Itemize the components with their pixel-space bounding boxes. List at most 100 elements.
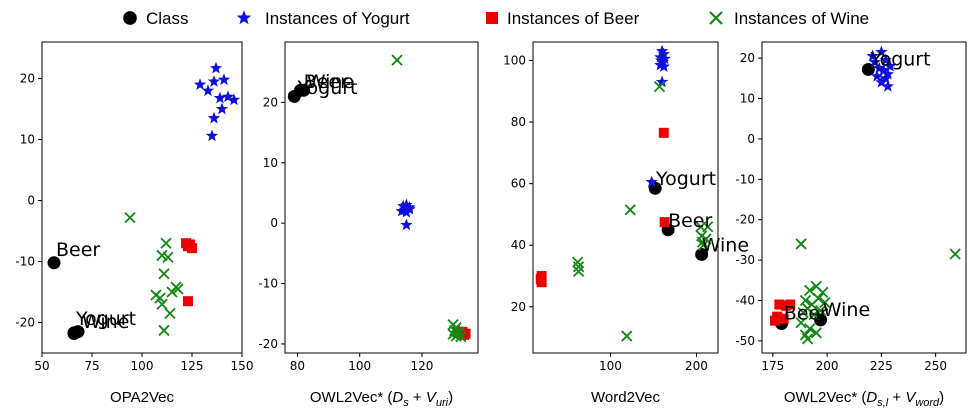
data-point-x bbox=[653, 81, 666, 93]
data-point-circle bbox=[47, 256, 61, 270]
x-axis-label-part: s,l bbox=[877, 397, 889, 409]
axes-frame bbox=[284, 41, 479, 354]
data-point-x bbox=[447, 328, 459, 340]
y-tick-label: 20 bbox=[740, 51, 755, 65]
data-point-star bbox=[657, 47, 670, 60]
y-tick-label: 0 bbox=[27, 194, 35, 208]
chart-panel-4: 175 200 225 250 -50 -40 -30 -20 -10 0 10 20 Yogurt Be… bbox=[735, 41, 967, 409]
x-axis-label: OPA2Vec bbox=[110, 389, 174, 406]
x-tick-label: 175 bbox=[761, 359, 784, 373]
series-instances-of-beer bbox=[535, 127, 670, 288]
x-tick-label: 100 bbox=[599, 359, 622, 373]
x-tick-label: 120 bbox=[411, 359, 434, 373]
data-point-star bbox=[879, 53, 892, 66]
data-point-star bbox=[400, 198, 413, 211]
data-point-square bbox=[183, 241, 193, 252]
data-point-star bbox=[213, 91, 227, 104]
legend-item: Instances of Yogurt bbox=[236, 9, 410, 28]
legend-label: Instances of Wine bbox=[734, 9, 869, 28]
y-tick-label: 20 bbox=[20, 72, 35, 86]
data-point-star bbox=[201, 84, 215, 97]
series-instances-of-yogurt bbox=[866, 45, 897, 92]
data-point-x bbox=[391, 54, 403, 66]
data-point-x bbox=[819, 296, 831, 309]
data-point-x bbox=[164, 307, 176, 319]
data-point-circle bbox=[67, 326, 81, 340]
data-point-x bbox=[697, 239, 710, 251]
series-instances-of-wine bbox=[124, 211, 184, 337]
data-point-star bbox=[207, 111, 221, 124]
x-tick-label: 100 bbox=[348, 359, 371, 373]
data-point-x bbox=[801, 333, 814, 345]
legend-item: Class bbox=[123, 9, 189, 28]
x-axis-label-part: OWL2Vec* ( bbox=[310, 389, 393, 406]
panels: 50 75 100 125 150-20-1001020BeerYogurtWineOP… bbox=[15, 41, 967, 409]
series-instances-of-beer bbox=[770, 299, 796, 326]
y-tick-label: -40 bbox=[735, 293, 755, 307]
x-tick-label: 150 bbox=[231, 359, 254, 373]
data-point-star bbox=[655, 44, 669, 57]
data-point-x bbox=[572, 265, 585, 278]
data-point-x bbox=[702, 221, 714, 233]
y-tick-label: -10 bbox=[258, 277, 278, 291]
data-point-x bbox=[817, 286, 829, 299]
x-axis-label-part: word bbox=[915, 397, 940, 409]
legend-label: Class bbox=[146, 9, 189, 28]
data-point-circle bbox=[648, 181, 662, 195]
class-annotation: Beer bbox=[56, 239, 100, 261]
series-class bbox=[648, 181, 709, 261]
class-annotation: Beer bbox=[668, 210, 712, 232]
x-tick-label: 80 bbox=[290, 359, 305, 373]
data-point-x bbox=[804, 323, 816, 335]
data-point-x bbox=[450, 330, 462, 342]
y-tick-label: -10 bbox=[15, 255, 35, 269]
series-instances-of-beer bbox=[181, 238, 197, 307]
data-point-star bbox=[398, 203, 412, 216]
x-axis-label-part: V bbox=[426, 389, 438, 406]
data-point-x bbox=[621, 330, 633, 342]
x-axis-label: OWL2Vec* (Ds,l + Vword) bbox=[784, 389, 944, 409]
axes-frame bbox=[532, 41, 719, 354]
data-point-x bbox=[154, 292, 166, 304]
class-annotation: Beer bbox=[784, 302, 828, 324]
data-point-square bbox=[778, 313, 789, 324]
data-point-square bbox=[770, 315, 781, 326]
class-annotation: Wine bbox=[823, 299, 870, 321]
legend-marker-square bbox=[486, 12, 498, 24]
legend-label: Instances of Yogurt bbox=[265, 9, 410, 28]
legend-label: Instances of Beer bbox=[507, 9, 640, 28]
class-annotation: Wine bbox=[702, 234, 749, 256]
data-point-star bbox=[193, 78, 207, 90]
legend-marker-x bbox=[709, 11, 723, 25]
axes-frame bbox=[41, 41, 243, 354]
data-point-star bbox=[881, 79, 895, 92]
series-instances-of-wine bbox=[795, 238, 961, 345]
y-tick-label: 60 bbox=[511, 177, 526, 191]
data-point-square bbox=[458, 329, 469, 340]
y-tick-label: -50 bbox=[735, 334, 755, 348]
y-tick-label: -30 bbox=[735, 253, 755, 267]
data-point-star bbox=[654, 58, 667, 71]
series-instances-of-yogurt bbox=[193, 61, 241, 142]
y-tick-label: 10 bbox=[740, 92, 755, 106]
series-instances-of-beer bbox=[457, 326, 471, 340]
data-point-star bbox=[877, 63, 890, 76]
data-point-star bbox=[205, 129, 219, 142]
data-point-square bbox=[183, 296, 193, 307]
data-point-x bbox=[172, 283, 184, 295]
class-annotation: Yogurt bbox=[75, 308, 136, 330]
data-point-x bbox=[624, 204, 636, 216]
series-instances-of-yogurt bbox=[645, 44, 671, 188]
class-annotation: Yogurt bbox=[655, 168, 716, 190]
data-point-star bbox=[403, 202, 416, 215]
data-point-x bbox=[158, 268, 170, 280]
y-tick-label: 10 bbox=[263, 156, 278, 170]
x-tick-label: 250 bbox=[924, 359, 947, 373]
data-point-star bbox=[866, 49, 879, 62]
data-point-x bbox=[572, 261, 585, 273]
data-point-star bbox=[215, 102, 229, 115]
x-axis-label-part: D bbox=[866, 389, 877, 406]
data-point-square bbox=[658, 127, 669, 138]
